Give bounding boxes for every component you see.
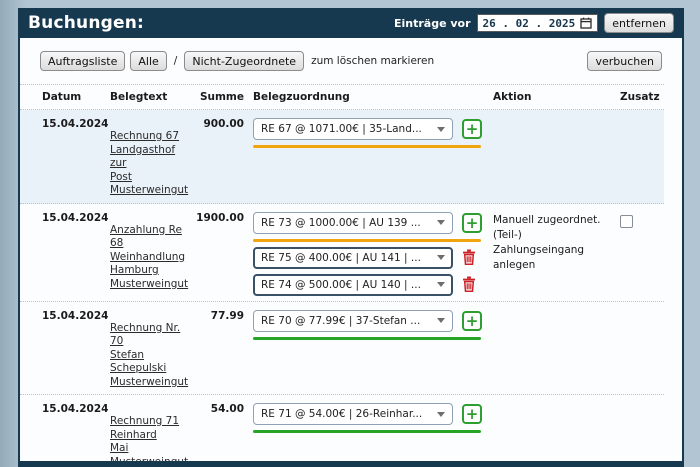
select-value: RE 74 @ 500.00€ | AU 140 | ...	[261, 278, 421, 291]
entfernen-button[interactable]: entfernen	[604, 13, 674, 33]
toolbar-separator: /	[173, 55, 178, 67]
chevron-down-icon	[437, 255, 445, 260]
assignment-line: RE 67 @ 1071.00€ | 35-Land... +	[253, 118, 482, 140]
add-assignment-button[interactable]: +	[462, 212, 482, 233]
chevron-down-icon	[437, 318, 445, 323]
date-input[interactable]: 26 . 02 . 2025	[476, 14, 599, 32]
belegzuordnung-select[interactable]: RE 70 @ 77.99€ | 37-Stefan ...	[253, 309, 453, 332]
table-header-row: Datum Belegtext Summe Belegzuordnung Akt…	[20, 84, 664, 110]
select-value: RE 70 @ 77.99€ | 37-Stefan ...	[261, 314, 421, 327]
match-underline	[253, 430, 481, 433]
app-window: Buchungen: Einträge vor 26 . 02 . 2025 e…	[18, 8, 684, 467]
belegtext-cell: Anzahlung Re 68 Weinhandlung Hamburg Mus…	[110, 224, 194, 292]
belegzuordnung-select[interactable]: RE 74 @ 500.00€ | AU 140 | ...	[253, 273, 453, 296]
table-row: 15.04.2024 Rechnung Nr. 70 Stefan Schepul…	[20, 302, 664, 395]
select-value: RE 73 @ 1000.00€ | AU 139 ...	[261, 216, 421, 229]
belegzuordnung-cell: RE 70 @ 77.99€ | 37-Stefan ... +	[244, 309, 482, 340]
add-assignment-button[interactable]: +	[462, 404, 482, 424]
toolbar-hint: zum löschen markieren	[311, 55, 435, 67]
beleg-link[interactable]: Rechnung Nr. 70 Stefan Schepulski Muster…	[110, 321, 189, 388]
alle-button[interactable]: Alle	[130, 51, 167, 71]
column-header-summe: Summe	[199, 91, 244, 103]
aktion-text	[482, 118, 609, 119]
belegzuordnung-select[interactable]: RE 73 @ 1000.00€ | AU 139 ...	[253, 211, 453, 234]
belegzuordnung-select[interactable]: RE 75 @ 400.00€ | AU 141 | ...	[253, 246, 453, 269]
chevron-down-icon	[437, 126, 445, 132]
belegzuordnung-select[interactable]: RE 71 @ 54.00€ | 26-Reinhar...	[253, 403, 453, 425]
row-sum: 77.99	[210, 309, 244, 322]
select-value: RE 71 @ 54.00€ | 26-Reinhar...	[261, 408, 423, 420]
assignment-line: RE 75 @ 400.00€ | AU 141 | ...	[253, 246, 482, 269]
select-value: RE 75 @ 400.00€ | AU 141 | ...	[261, 251, 421, 264]
entries-before-label: Einträge vor	[394, 16, 471, 30]
assignment-line: RE 73 @ 1000.00€ | AU 139 ... +	[253, 211, 482, 234]
column-header-belegzuordnung: Belegzuordnung	[253, 91, 350, 103]
belegzuordnung-cell: RE 71 @ 54.00€ | 26-Reinhar... +	[244, 403, 482, 433]
aktion-text	[482, 310, 609, 311]
belegzuordnung-cell: RE 67 @ 1071.00€ | 35-Land... +	[244, 118, 482, 148]
chevron-down-icon	[437, 220, 445, 225]
belegtext-cell: Rechnung 71 Reinhard Mai Musterweingut	[110, 415, 194, 461]
auftragsliste-button[interactable]: Auftragsliste	[40, 51, 126, 71]
zusatz-checkbox[interactable]	[620, 214, 633, 228]
row-sum: 1900.00	[196, 211, 244, 224]
nicht-zugeordnete-button[interactable]: Nicht-Zugeordnete	[184, 51, 305, 71]
page-title: Buchungen:	[28, 13, 145, 33]
column-header-belegtext: Belegtext	[110, 91, 168, 103]
beleg-link[interactable]: Anzahlung Re 68 Weinhandlung Hamburg Mus…	[110, 223, 189, 290]
trash-icon	[463, 276, 475, 292]
beleg-link[interactable]: Rechnung 71 Reinhard Mai Musterweingut	[110, 415, 188, 461]
row-sum: 54.00	[210, 403, 244, 415]
belegtext-cell: Rechnung 67 Landgasthof zur Post Musterw…	[110, 130, 194, 198]
aktion-text	[482, 403, 609, 404]
column-header-aktion: Aktion	[493, 91, 532, 103]
date-input-value: 26 . 02 . 2025	[482, 16, 576, 30]
assignment-line: RE 70 @ 77.99€ | 37-Stefan ... +	[253, 309, 482, 332]
column-header-datum: Datum	[42, 91, 82, 103]
table-row: 15.04.2024 Rechnung 67 Landgasthof zur Po…	[20, 110, 664, 204]
toolbar: Auftragsliste Alle / Nicht-Zugeordnete z…	[20, 38, 682, 84]
content-panel: Auftragsliste Alle / Nicht-Zugeordnete z…	[20, 38, 682, 461]
match-underline	[253, 238, 481, 242]
zusatz-cell	[609, 212, 669, 228]
chevron-down-icon	[437, 282, 445, 287]
column-header-zusatz: Zusatz	[620, 91, 660, 103]
table-row: 15.04.2024 Anzahlung Re 68 Weinhandlung H…	[20, 204, 664, 302]
bookings-table: Datum Belegtext Summe Belegzuordnung Akt…	[20, 84, 664, 461]
match-underline	[253, 145, 481, 148]
row-date: 15.04.2024	[42, 309, 109, 322]
add-assignment-button[interactable]: +	[462, 119, 482, 139]
belegzuordnung-cell: RE 73 @ 1000.00€ | AU 139 ... + RE 75 @ 40…	[244, 211, 482, 296]
select-value: RE 67 @ 1071.00€ | 35-Land...	[261, 123, 422, 135]
row-date: 15.04.2024	[42, 118, 109, 130]
belegtext-cell: Rechnung Nr. 70 Stefan Schepulski Muster…	[110, 322, 194, 390]
row-date: 15.04.2024	[42, 211, 109, 224]
match-underline	[253, 336, 481, 340]
assignment-line: RE 74 @ 500.00€ | AU 140 | ...	[253, 273, 482, 296]
row-date: 15.04.2024	[42, 403, 109, 415]
delete-assignment-button[interactable]	[462, 276, 476, 294]
row-sum: 900.00	[203, 118, 244, 130]
trash-icon	[463, 249, 475, 265]
verbuchen-button[interactable]: verbuchen	[587, 51, 662, 71]
beleg-link[interactable]: Rechnung 67 Landgasthof zur Post Musterw…	[110, 130, 189, 196]
belegzuordnung-select[interactable]: RE 67 @ 1071.00€ | 35-Land...	[253, 118, 453, 140]
delete-assignment-button[interactable]	[462, 249, 476, 267]
add-assignment-button[interactable]: +	[462, 310, 482, 331]
chevron-down-icon	[437, 411, 445, 417]
calendar-icon[interactable]	[580, 17, 592, 29]
header-bar: Buchungen: Einträge vor 26 . 02 . 2025 e…	[18, 8, 684, 38]
assignment-line: RE 71 @ 54.00€ | 26-Reinhar... +	[253, 403, 482, 425]
header-controls: Einträge vor 26 . 02 . 2025 entfernen	[394, 13, 674, 33]
aktion-text: Manuell zugeordnet. (Teil-) Zahlungseing…	[493, 213, 601, 271]
